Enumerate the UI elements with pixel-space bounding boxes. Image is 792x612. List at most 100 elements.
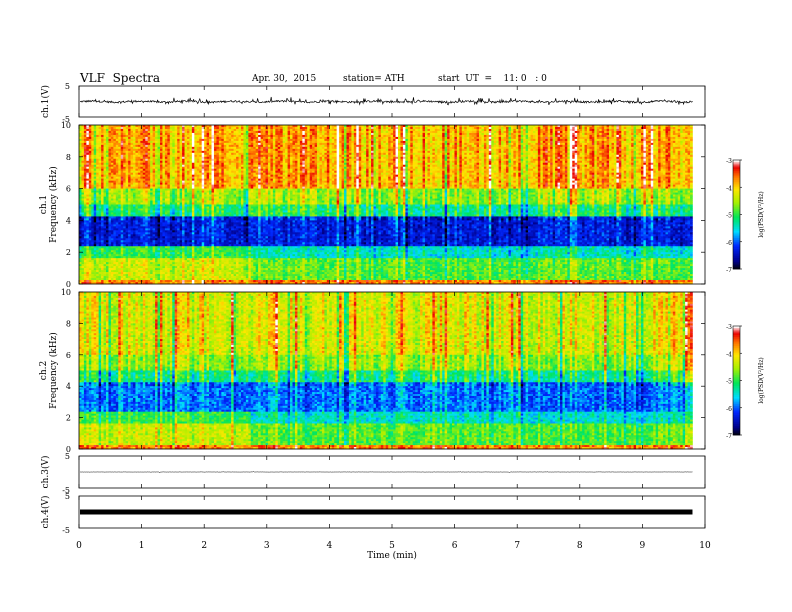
spectrogram-cell: [248, 131, 251, 133]
spectrogram-cell: [621, 127, 624, 129]
spectrogram-cell: [202, 133, 205, 135]
spectrogram-cell: [437, 127, 440, 129]
spectrogram-cell: [270, 133, 273, 135]
spectrogram-cell: [658, 129, 661, 131]
spectrogram-cell: [253, 129, 256, 131]
spectrogram-cell: [251, 129, 254, 131]
spectrogram-cell: [346, 129, 349, 131]
spectrogram-cell: [165, 131, 168, 133]
spectrogram-cell: [668, 129, 671, 131]
spectrogram-cell: [111, 127, 114, 129]
spectrogram-cell: [158, 133, 161, 135]
spectrogram-cell: [342, 131, 345, 133]
spectrogram-cell: [560, 133, 563, 135]
spectrogram-cell: [619, 129, 622, 131]
spectrogram-cell: [425, 133, 428, 135]
spectrogram-cell: [292, 131, 295, 133]
spectrogram-cell: [319, 129, 322, 131]
spectrogram-cell: [305, 129, 308, 131]
spectrogram-cell: [430, 129, 433, 131]
spectrogram-cell: [273, 127, 276, 129]
spectrogram-cell: [371, 129, 374, 131]
spectrogram-cell: [361, 127, 364, 129]
spectrogram-cell: [501, 133, 504, 135]
spectrogram-cell: [229, 133, 232, 135]
spectrogram-cell: [288, 133, 291, 135]
spectrogram-cell: [241, 131, 244, 133]
spectrogram-cell: [177, 129, 180, 131]
spectrogram-cell: [501, 131, 504, 133]
spectrogram-cell: [543, 131, 546, 133]
spectrogram-cell: [464, 127, 467, 129]
spectrogram-cell: [231, 129, 234, 131]
spectrogram-cell: [268, 129, 271, 131]
spectrogram-cell: [445, 127, 448, 129]
spectrogram-cell: [131, 129, 134, 131]
spectrogram-cell: [378, 133, 381, 135]
spectrogram-cell: [450, 127, 453, 129]
spectrogram-cell: [612, 127, 615, 129]
spectrogram-cell: [396, 127, 399, 129]
spectrogram-cell: [553, 127, 556, 129]
spectrogram-cell: [236, 127, 239, 129]
spectrogram-cell: [332, 127, 335, 129]
spectrogram-cell: [79, 131, 82, 133]
spectrogram-cell: [290, 127, 293, 129]
spectrogram-cell: [614, 131, 617, 133]
spectrogram-cell: [194, 129, 197, 131]
spectrogram-cell: [589, 131, 592, 133]
spectrogram-cell: [275, 127, 278, 129]
spectrogram-cell: [317, 127, 320, 129]
spectrogram-cell: [226, 131, 229, 133]
spectrogram-cell: [224, 129, 227, 131]
spectrogram-cell: [457, 133, 460, 135]
spectrogram-cell: [101, 133, 104, 135]
spectrogram-cell: [155, 127, 158, 129]
spectrogram-cell: [153, 129, 156, 131]
spectrogram-cell: [101, 127, 104, 129]
spectrogram-cell: [425, 131, 428, 133]
spectrogram-cell: [624, 129, 627, 131]
spectrogram-cell: [489, 131, 492, 133]
spectrogram-cell: [481, 127, 484, 129]
spectrogram-cell: [405, 133, 408, 135]
spectrogram-cell: [670, 131, 673, 133]
spectrogram-cell: [148, 127, 151, 129]
spectrogram-cell: [351, 129, 354, 131]
spectrogram-cell: [678, 129, 681, 131]
spectrogram-cell: [319, 133, 322, 135]
spectrogram-cell: [383, 131, 386, 133]
spectrogram-cell: [94, 129, 97, 131]
spectrogram-cell: [128, 127, 131, 129]
spectrogram-cell: [99, 127, 102, 129]
spectrogram-cell: [508, 133, 511, 135]
spectrogram-cell: [342, 133, 345, 135]
spectrogram-cell: [575, 127, 578, 129]
spectrogram-cell: [582, 127, 585, 129]
spectrogram-cell: [386, 133, 389, 135]
spectrogram-cell: [526, 131, 529, 133]
spectrogram-cell: [162, 129, 165, 131]
spectrogram-cell: [643, 129, 646, 131]
spectrogram-cell: [197, 129, 200, 131]
spectrogram-cell: [396, 131, 399, 133]
spectrogram-cell: [680, 131, 683, 133]
spectrogram-cell: [89, 127, 92, 129]
spectrogram-cell: [317, 129, 320, 131]
spectrogram-cell: [585, 129, 588, 131]
spectrogram-cell: [241, 133, 244, 135]
spectrogram-cell: [688, 127, 691, 129]
spectrogram-cell: [214, 133, 217, 135]
spectrogram-cell: [612, 133, 615, 135]
spectrogram-cell: [452, 131, 455, 133]
spectrogram-cell: [396, 129, 399, 131]
waveform-panel-3: [79, 496, 705, 528]
spectrogram-cell: [398, 131, 401, 133]
spectrogram-cell: [511, 127, 514, 129]
spectrogram-cell: [528, 129, 531, 131]
spectrogram-cell: [263, 127, 266, 129]
spectrogram-cell: [585, 133, 588, 135]
spectrogram-cell: [113, 131, 116, 133]
spectrogram-cell: [263, 129, 266, 131]
spectrogram-cell: [104, 127, 107, 129]
